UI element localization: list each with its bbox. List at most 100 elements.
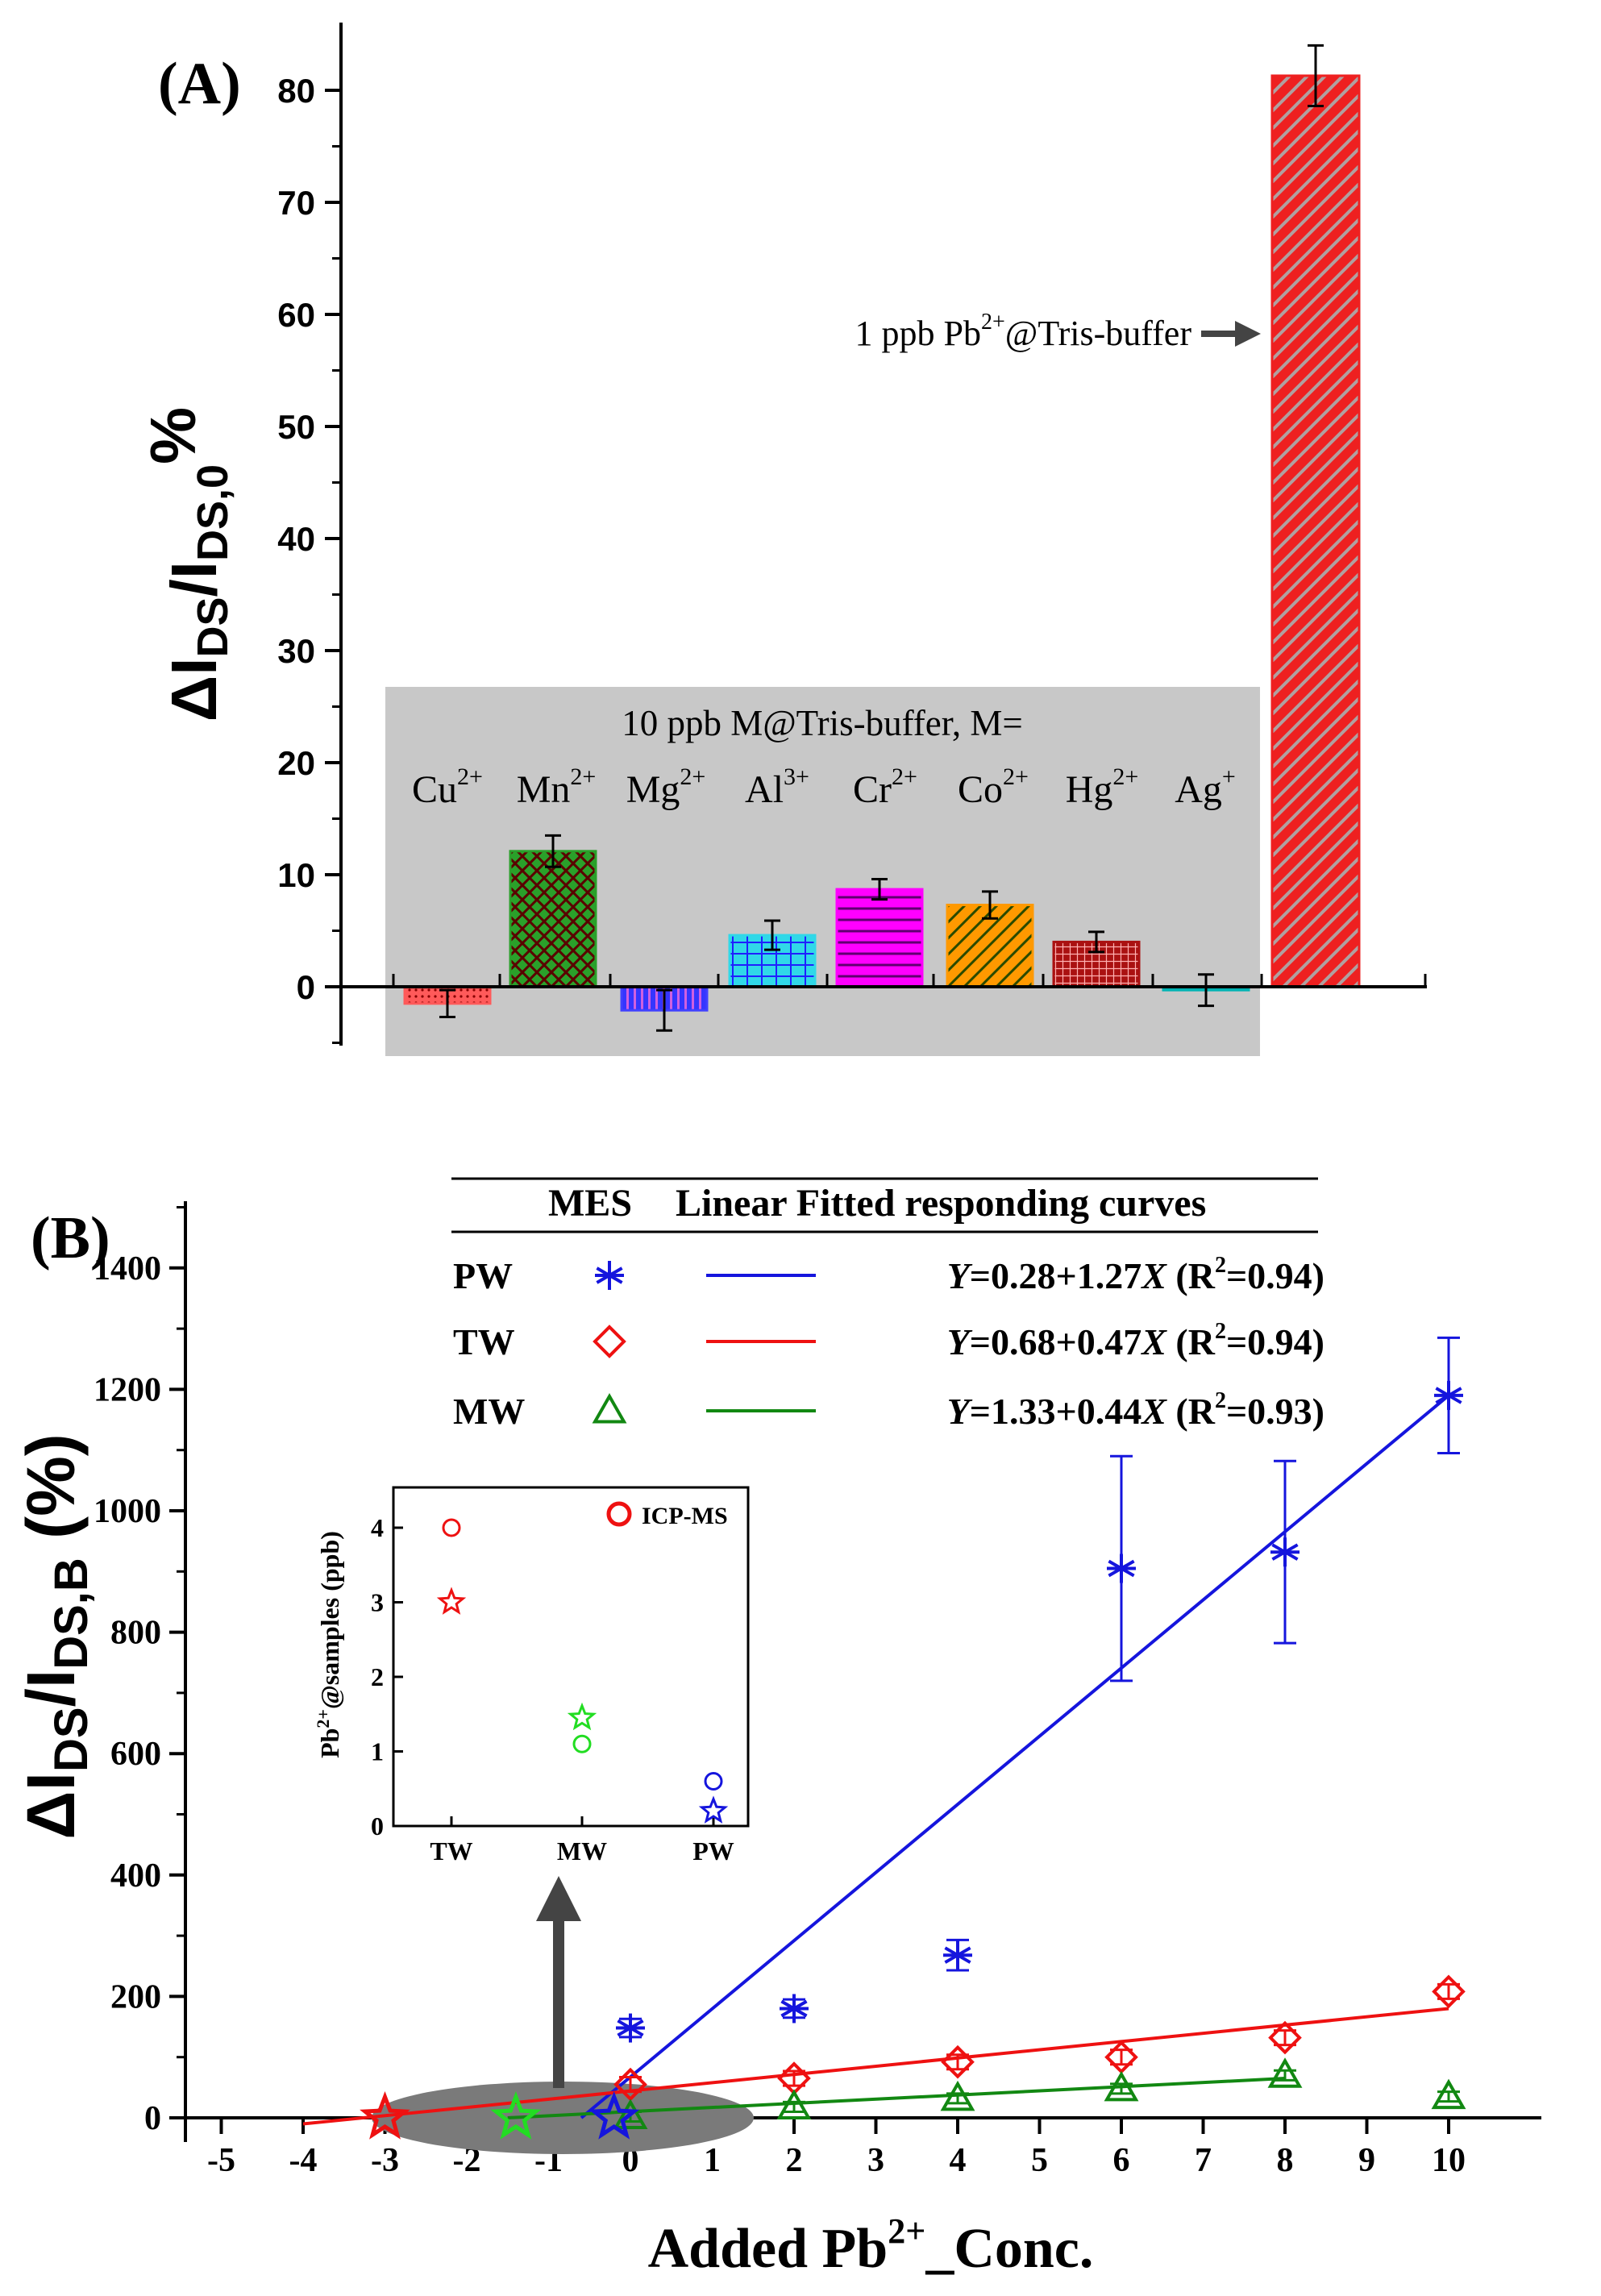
x-tick-label: 6 [1113,2142,1130,2179]
ion-symbol: Cr [853,768,892,811]
legend-marker-tw [593,1325,626,1358]
intercept-star-2 [588,2090,640,2140]
eq-y: Y [947,1321,973,1362]
ion-symbol: Mg [626,768,680,811]
inset-y-tick-label: 3 [371,1588,384,1617]
x-tick-label: 5 [1031,2142,1048,2179]
eq-y: Y [947,1391,973,1432]
legend-equation-pw: Y=0.28+1.27X (R2=0.94) [947,1253,1324,1296]
panel-a-y-axis-label: ΔIDS/IDS,0% [137,407,237,722]
panel-b-y-axis-label: ΔIDS/IDS,B (%) [13,1433,98,1840]
y-tick-label: 0 [144,2100,161,2137]
point-pw-4 [1270,1537,1300,1567]
ion-symbol: Hg [1066,768,1113,811]
inset-frame [392,1486,750,1828]
x-tick-label: 1 [704,2142,721,2179]
inset-legend-marker [606,1501,632,1527]
inset-y-tick-label: 2 [371,1662,384,1691]
point-mw-2 [940,2080,975,2111]
inset-x-label-pw: PW [692,1836,734,1866]
x-tick-label: -5 [207,2142,235,2179]
legend-label-pw: PW [453,1255,513,1296]
legend-equation-tw: Y=0.68+0.47X (R2=0.94) [947,1319,1324,1362]
x-tick-label: 2 [786,2142,803,2179]
inset-mes-star-tw [436,1587,467,1615]
group-title: 10 ppb M@Tris-buffer, M= [622,703,1023,743]
point-mw-3 [1104,2070,1139,2102]
point-tw-2 [941,2044,975,2079]
y-tick-label: 10 [277,856,315,894]
inset-points [436,1518,729,1824]
ion-label-co: Co2+ [958,763,1029,811]
legend-marker-pw [595,1261,624,1290]
eq-fit: =0.28+1.27 [970,1255,1141,1296]
ion-charge: 2+ [1003,763,1029,790]
fit-line-tw [302,2007,1449,2126]
y-tick-label: 1400 [94,1250,161,1287]
eq-r: (R [1166,1255,1216,1296]
inset-y-tick-label: 4 [371,1513,384,1542]
y-tick-label: 70 [277,184,315,222]
ion-label-ag: Ag+ [1175,763,1236,811]
y-tick-label: 1000 [94,1493,161,1530]
ion-symbol: Co [958,768,1003,811]
inset-mes-star-mw [567,1702,597,1731]
ion-symbol: Al [745,768,784,811]
y-tick-label: 40 [277,520,315,558]
eq-x: X [1140,1255,1167,1296]
inset-chart: 0 1 2 3 4 TW MW PW Pb2+@samples (ppb) ICP-MS [313,1486,750,1866]
eq-fit: =1.33+0.44 [970,1391,1141,1432]
eq-r2-val: =0.93) [1226,1391,1324,1432]
ion-label-mn: Mn2+ [517,763,597,811]
panel-a: (A) 10 ppb M@Tris-buffer, M= Cu2+ Mn2+ Mg2… [137,23,1427,1056]
point-mw-1 [776,2089,812,2119]
point-pw-3 [1107,1554,1136,1583]
point-mw-5 [1431,2078,1466,2110]
legend-table: MES Linear Fitted responding curves PW Y=… [451,1177,1324,1432]
y-tick-label: 30 [277,632,315,670]
inset-background [393,1487,748,1826]
eq-r2-sup: 2 [1215,1253,1226,1278]
point-pw-1 [780,1994,809,2024]
ion-charge: + [1222,763,1236,790]
point-tw-5 [1432,1974,1466,2009]
pb-annotation: 1 ppb Pb2+@Tris-buffer [855,310,1261,353]
panel-b-label: (B) [31,1205,110,1271]
legend-col-fit: Linear Fitted responding curves [676,1182,1206,1225]
bar-cr [835,888,924,988]
intercept-highlight-ellipse [372,2082,754,2154]
y-tick-label: 200 [110,1978,161,2015]
inset-y-tick-label: 0 [371,1811,384,1841]
y-tick-label: 20 [277,744,315,782]
eq-r2-val: =0.94) [1226,1255,1324,1296]
eq-x: X [1140,1321,1167,1362]
panel-b-x-axis-label: Added Pb2+_Conc. [648,2211,1094,2280]
inset-x-label-mw: MW [557,1836,607,1866]
bar-mn [509,850,597,988]
eq-fit: =0.68+0.47 [970,1321,1141,1362]
x-tick-label: 8 [1277,2142,1294,2179]
ion-symbol: Cu [412,768,457,811]
panel-a-label: (A) [158,51,241,117]
ion-charge: 2+ [570,763,596,790]
pb-annotation-text: 1 ppb Pb2+@Tris-buffer [855,310,1192,353]
legend-equation-mw: Y=1.33+0.44X (R2=0.93) [947,1388,1324,1432]
ion-labels: Cu2+ Mn2+ Mg2+ Al3+ Cr2+ Co2+ Hg2+ Ag+ [412,763,1236,811]
x-tick-label: -3 [371,2142,399,2179]
y-tick-label: 1200 [94,1371,161,1408]
ion-symbol: Mn [517,768,571,811]
x-tick-label: 10 [1432,2142,1466,2179]
inset-legend-label: ICP-MS [642,1503,728,1529]
ion-label-mg: Mg2+ [626,763,706,811]
inset-icp-tw [442,1518,461,1537]
point-pw-5 [1434,1380,1463,1410]
point-pw-0 [616,2013,645,2043]
intercept-star-0 [360,2090,410,2140]
y-tick-label: 50 [277,408,315,446]
inset-icp-pw [704,1772,723,1791]
x-tick-label: 9 [1358,2142,1375,2179]
intercept-star-1 [490,2090,542,2140]
y-tick-label: 600 [110,1736,161,1773]
fit-line-pw [580,1394,1450,2119]
